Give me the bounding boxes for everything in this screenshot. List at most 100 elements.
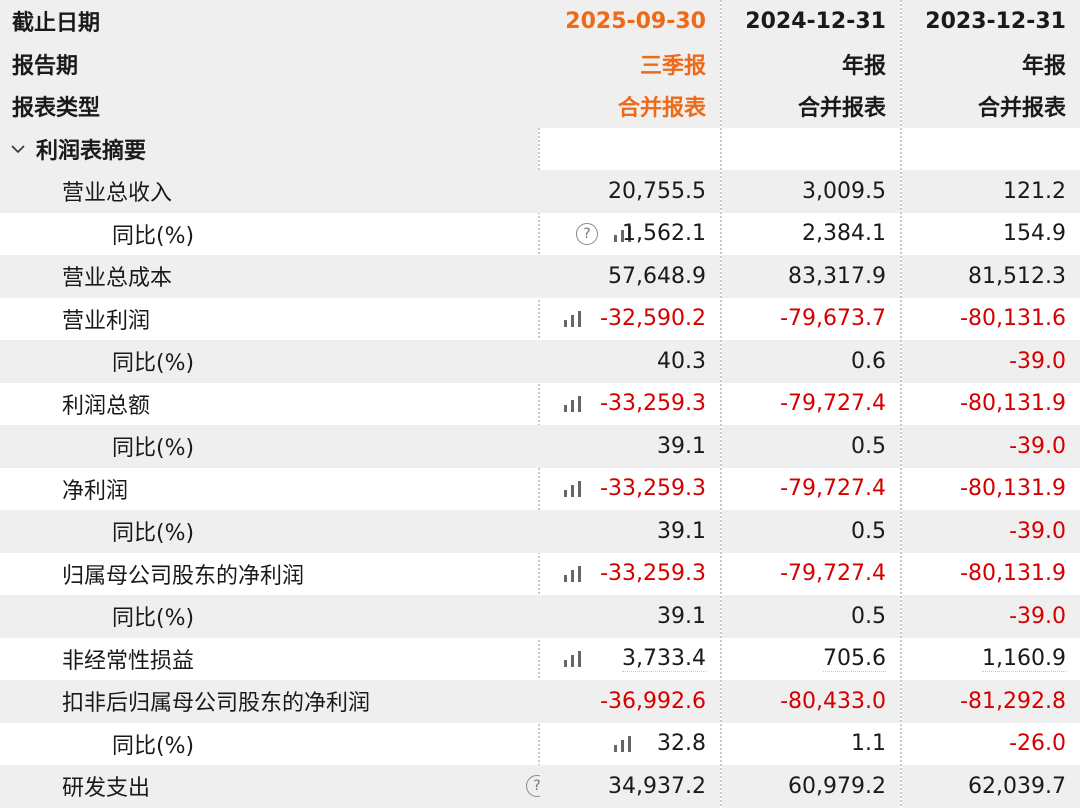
value-cell: 39.1 [540,595,720,638]
bar-chart-icon[interactable] [562,564,584,584]
value-cell: 1.1 [851,731,886,757]
value-cell: 705.6 [722,638,900,681]
row-label: 非经常性损益 [62,648,195,674]
type-label: 报表类型 [12,96,101,122]
value-cell: -80,131.9 [960,561,1066,587]
row-label: 净利润 [62,478,129,504]
row-label: 同比(%) [112,351,195,377]
row-label: 同比(%) [112,733,195,759]
bar-chart-icon[interactable] [562,649,584,669]
table-row: 扣非后归属母公司股东的净利润 -36,992.6 -80,433.0 -81,292.… [0,680,1080,723]
value-cell: -33,259.3 [600,561,706,587]
bar-chart-icon[interactable] [562,309,584,329]
column-type: 合并报表 [722,85,900,128]
value-cell: 3,733.4 [540,638,720,681]
value-cell: 154.9 [1003,221,1066,247]
value-link[interactable]: 1,160.9 [982,645,1066,672]
value-cell: 0.6 [722,340,900,383]
column-period: 年报 [722,42,900,85]
value-cell: 3,009.5 [722,170,900,213]
column-type: 合并报表 [540,85,720,128]
value-cell: 39.1 [540,425,720,468]
value-cell: 0.5 [722,595,900,638]
value-cell: 0.5 [722,510,900,553]
value-cell: 0.5 [722,425,900,468]
bar-chart-icon[interactable] [562,394,584,414]
value-cell: 121.2 [902,170,1080,213]
value-cell: -79,673.7 [780,306,886,332]
value-cell: 40.3 [540,340,720,383]
value-link[interactable]: 705.6 [823,645,886,672]
date-label: 截止日期 [12,11,101,37]
column-date[interactable]: 2025-09-30 [540,0,720,43]
section-income-summary[interactable]: 利润表摘要 [0,127,1080,170]
row-label: 利润总额 [62,393,151,419]
value-cell: -81,292.8 [902,680,1080,723]
row-label: 同比(%) [112,521,195,547]
column-separator [900,0,902,806]
value-cell: -79,727.4 [780,561,886,587]
bar-chart-icon[interactable] [612,224,634,244]
value-cell: -79,727.4 [780,476,886,502]
row-label: 归属母公司股东的净利润 [62,563,305,589]
value-cell: -26.0 [1009,731,1066,757]
value-cell: -80,433.0 [722,680,900,723]
table-row: 非经常性损益 3,733.4 705.6 1,160.9 [0,638,1080,681]
bar-chart-icon[interactable] [562,479,584,499]
table-row: 同比(%) 32.8 1.1 -26.0 [0,723,1080,766]
column-period: 年报 [902,42,1080,85]
header-row-period: 报告期 三季报 年报 年报 [0,42,1080,85]
value-cell: -80,131.9 [960,391,1066,417]
row-label: 扣非后归属母公司股东的净利润 [62,691,371,717]
row-label: 同比(%) [112,223,195,249]
value-cell: -39.0 [902,425,1080,468]
table-row: 同比(%) 39.1 0.5 -39.0 [0,595,1080,638]
value-cell: 57,648.9 [540,255,720,298]
value-cell: 32.8 [657,731,706,757]
table-row: 利润总额 -33,259.3 -79,727.4 -80,131.9 [0,383,1080,426]
value-cell: 2,384.1 [802,221,886,247]
value-cell: -33,259.3 [600,391,706,417]
table-row: 营业总成本 57,648.9 83,317.9 81,512.3 [0,255,1080,298]
row-label: 同比(%) [112,606,195,632]
row-label: 营业利润 [62,308,151,334]
row-label: 研发支出 [62,776,151,802]
value-cell: -36,992.6 [540,680,720,723]
table-row: 同比(%) 39.1 0.5 -39.0 [0,510,1080,553]
bar-chart-icon[interactable] [612,734,634,754]
value-cell: -80,131.6 [960,306,1066,332]
column-type: 合并报表 [902,85,1080,128]
value-cell: 34,937.2 [540,765,720,808]
value-link[interactable]: 3,733.4 [622,645,706,672]
row-label: 营业总收入 [62,181,173,207]
table-row: 同比(%) 40.3 0.6 -39.0 [0,340,1080,383]
value-cell: 39.1 [540,510,720,553]
value-cell: -80,131.9 [960,476,1066,502]
table-row: 营业利润 -32,590.2 -79,673.7 -80,131.6 [0,298,1080,341]
value-cell: 1,160.9 [902,638,1080,681]
row-label: 同比(%) [112,436,195,462]
value-cell: -39.0 [902,595,1080,638]
chevron-down-icon[interactable] [10,141,26,157]
value-cell: -39.0 [902,510,1080,553]
period-label: 报告期 [12,53,79,79]
column-date[interactable]: 2023-12-31 [902,0,1080,43]
column-separator [538,0,540,806]
value-cell: 60,979.2 [722,765,900,808]
table-row: 归属母公司股东的净利润 -33,259.3 -79,727.4 -80,131.9 [0,553,1080,596]
value-cell: -39.0 [902,340,1080,383]
table-row: 同比(%)? 1,562.1 2,384.1 154.9 [0,213,1080,256]
column-date[interactable]: 2024-12-31 [722,0,900,43]
table-row: 营业总收入 20,755.5 3,009.5 121.2 [0,170,1080,213]
value-cell: 62,039.7 [902,765,1080,808]
question-circle-icon[interactable]: ? [576,222,598,245]
value-cell: -79,727.4 [780,391,886,417]
value-cell: 83,317.9 [722,255,900,298]
header-row-type: 报表类型 合并报表 合并报表 合并报表 [0,85,1080,128]
section-title: 利润表摘要 [36,138,147,164]
row-label: 营业总成本 [62,266,173,292]
value-cell: 20,755.5 [540,170,720,213]
column-period: 三季报 [540,42,720,85]
table-row: 同比(%) 39.1 0.5 -39.0 [0,425,1080,468]
